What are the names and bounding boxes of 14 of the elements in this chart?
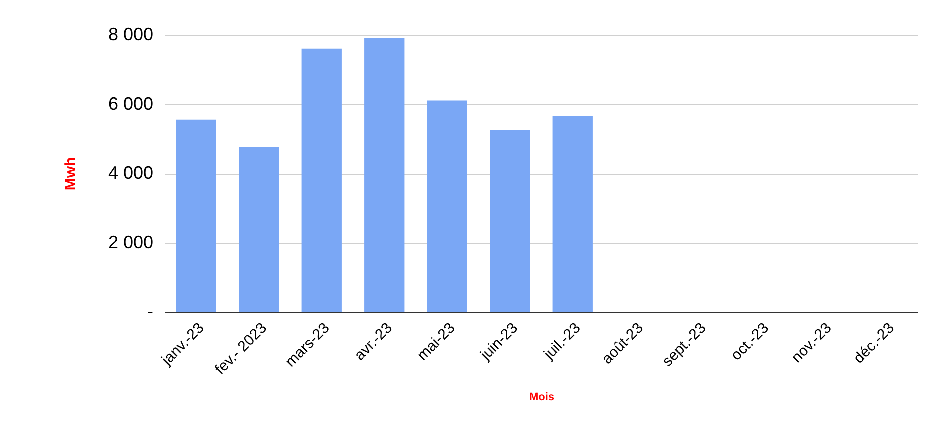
y-axis-title: Mwh (62, 157, 80, 191)
bar (490, 130, 530, 312)
y-tick-label: 8 000 (108, 24, 154, 44)
bar (427, 100, 468, 312)
y-tick-label: - (148, 302, 154, 322)
y-tick-label: 4 000 (108, 163, 154, 183)
y-tick-label: 6 000 (108, 94, 154, 114)
x-axis-title: Mois (529, 391, 555, 404)
bar (552, 116, 593, 312)
y-tick-label: 2 000 (108, 232, 154, 252)
bar (302, 48, 342, 312)
bar (176, 120, 216, 312)
bar (364, 38, 405, 312)
bar (239, 148, 280, 312)
